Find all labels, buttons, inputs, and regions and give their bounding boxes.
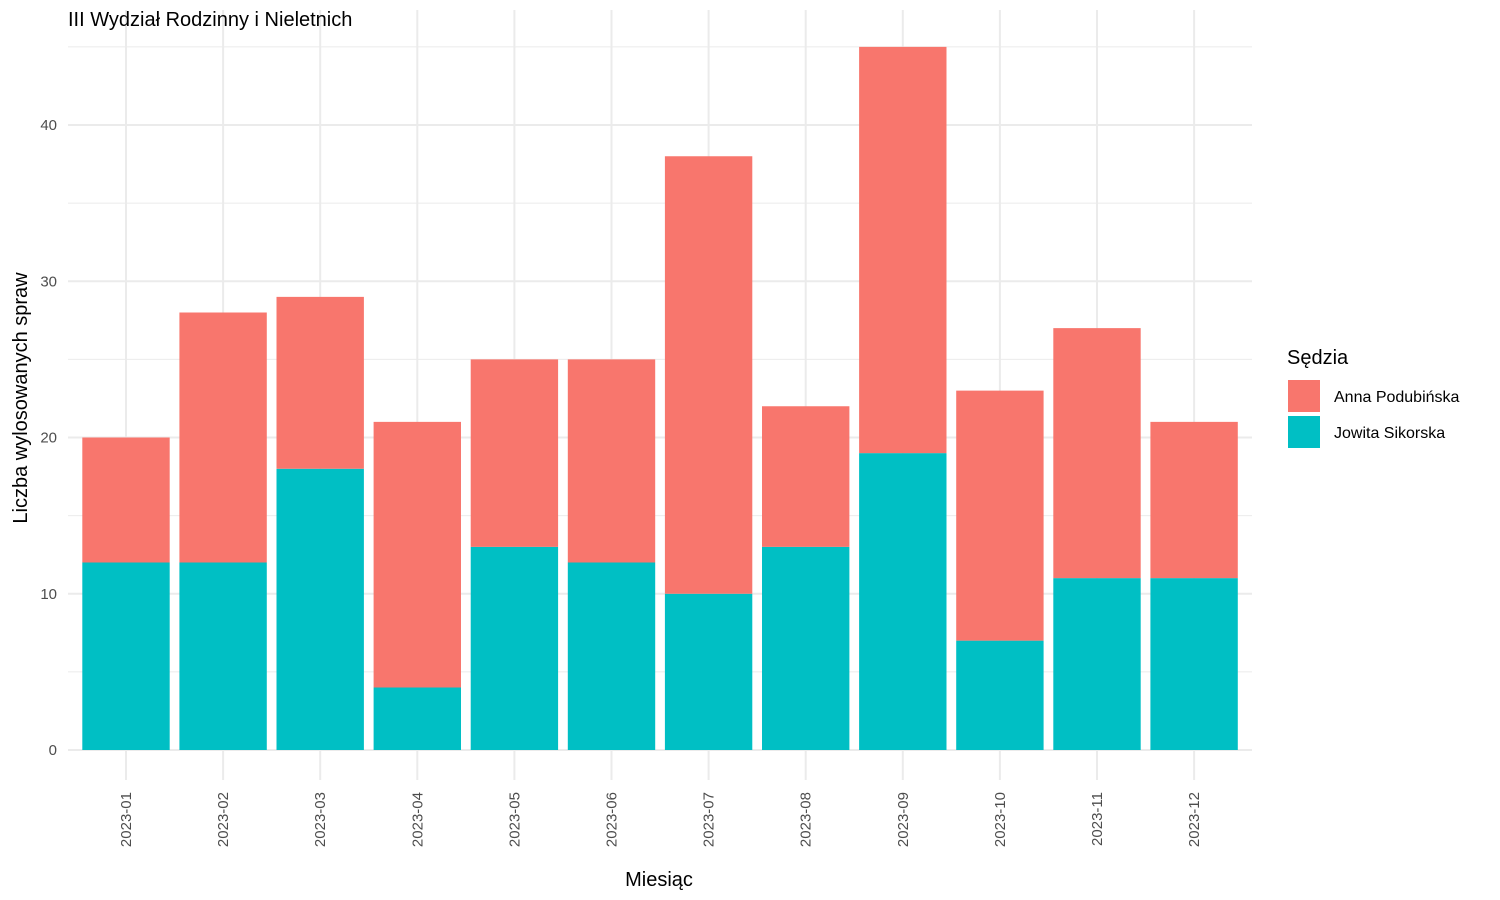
x-tick-label: 2023-12 xyxy=(1186,792,1203,847)
x-tick-label: 2023-01 xyxy=(118,792,135,847)
x-tick-label: 2023-10 xyxy=(992,792,1009,847)
bar-anna-podubi-ska-2023-12 xyxy=(1150,421,1238,579)
bar-jowita-sikorska-2023-03 xyxy=(276,468,364,750)
x-tick-label: 2023-04 xyxy=(409,792,426,847)
bar-jowita-sikorska-2023-07 xyxy=(664,593,753,750)
x-tick-label: 2023-03 xyxy=(312,792,329,847)
y-tick-label: 30 xyxy=(40,273,57,290)
x-tick-label: 2023-07 xyxy=(701,792,718,847)
bar-jowita-sikorska-2023-08 xyxy=(762,546,850,750)
bar-jowita-sikorska-2023-09 xyxy=(859,453,947,750)
bar-anna-podubi-ska-2023-08 xyxy=(762,406,850,547)
bar-jowita-sikorska-2023-10 xyxy=(956,640,1044,750)
legend-items: Anna Podubińska Jowita Sikorska xyxy=(1288,380,1460,448)
bar-anna-podubi-ska-2023-10 xyxy=(956,390,1044,641)
y-axis-title: Liczba wylosowanych spraw xyxy=(10,272,32,524)
bar-anna-podubi-ska-2023-03 xyxy=(276,296,364,469)
bar-jowita-sikorska-2023-05 xyxy=(470,546,559,750)
x-tick-label: 2023-08 xyxy=(798,792,815,847)
y-axis-tick-labels: 0 10 20 30 40 xyxy=(40,117,57,759)
x-tick-label: 2023-02 xyxy=(215,792,232,847)
bar-anna-podubi-ska-2023-05 xyxy=(470,359,559,547)
x-tick-label: 2023-06 xyxy=(604,792,621,847)
bar-anna-podubi-ska-2023-09 xyxy=(859,46,947,454)
legend-label: Anna Podubińska xyxy=(1334,389,1460,406)
chart-title: III Wydział Rodzinny i Nieletnich xyxy=(68,9,352,31)
legend-title: Sędzia xyxy=(1287,347,1349,369)
bar-anna-podubi-ska-2023-04 xyxy=(373,421,461,688)
bar-anna-podubi-ska-2023-01 xyxy=(82,437,170,563)
x-axis-title: Miesiąc xyxy=(625,869,693,891)
y-tick-label: 0 xyxy=(49,742,57,759)
x-axis-tick-labels: 2023-01 2023-02 2023-03 2023-04 2023-05 2023-… xyxy=(118,792,1203,847)
bar-anna-podubi-ska-2023-07 xyxy=(664,156,753,594)
legend-swatch xyxy=(1288,380,1320,412)
x-tick-label: 2023-05 xyxy=(506,792,523,847)
legend: Sędzia Anna Podubińska Jowita Sikorska xyxy=(1287,347,1460,448)
bar-jowita-sikorska-2023-06 xyxy=(567,562,656,750)
bar-anna-podubi-ska-2023-06 xyxy=(567,359,656,563)
y-tick-label: 20 xyxy=(40,430,57,447)
legend-label: Jowita Sikorska xyxy=(1334,425,1445,442)
x-tick-label: 2023-09 xyxy=(895,792,912,847)
bar-anna-podubi-ska-2023-02 xyxy=(179,312,267,563)
bars xyxy=(82,46,1238,750)
bar-jowita-sikorska-2023-04 xyxy=(373,687,461,750)
bar-jowita-sikorska-2023-12 xyxy=(1150,578,1238,750)
x-tick-label: 2023-11 xyxy=(1089,792,1106,846)
y-tick-label: 40 xyxy=(40,117,57,134)
bar-anna-podubi-ska-2023-11 xyxy=(1053,328,1141,579)
y-tick-label: 10 xyxy=(40,586,57,603)
bar-jowita-sikorska-2023-11 xyxy=(1053,578,1141,750)
legend-swatch xyxy=(1288,416,1320,448)
bar-jowita-sikorska-2023-01 xyxy=(82,562,170,750)
bar-jowita-sikorska-2023-02 xyxy=(179,562,267,750)
